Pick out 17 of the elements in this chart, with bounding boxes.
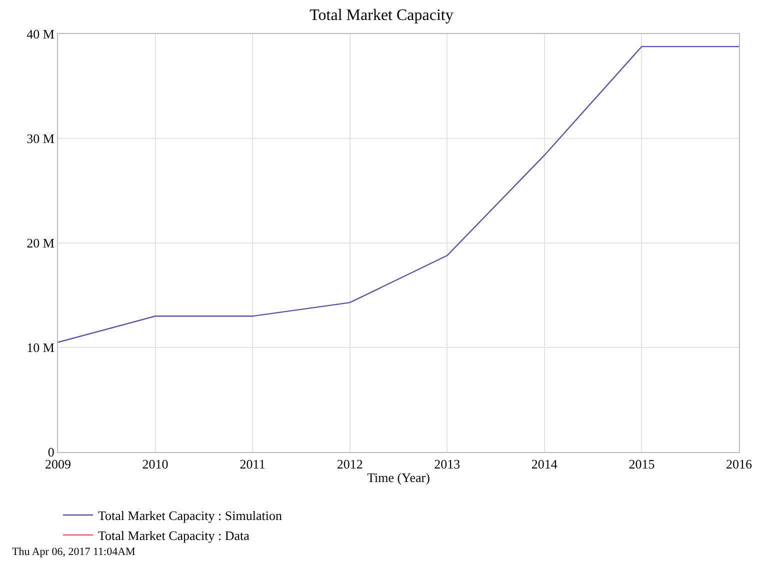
y-tick-label: 20 M: [26, 236, 55, 251]
x-tick-label: 2010: [142, 456, 168, 472]
line-series: [58, 46, 739, 343]
text: Thu Apr 06, 2017 11:04AM: [12, 546, 136, 558]
x-axis-title: Time (Year): [367, 470, 430, 486]
y-tick-label: 40 M: [26, 26, 55, 42]
x-tick-label: 2012: [336, 456, 363, 472]
chart-title: Total Market Capacity: [310, 6, 454, 24]
legend-label: Total Market Capacity : Data: [98, 528, 250, 543]
legend-label: Total Market Capacity : Simulation: [98, 508, 282, 524]
y-tick-label: 30 M: [26, 131, 55, 146]
x-tick-label: 2016: [726, 456, 752, 472]
x-tick-label: 2011: [240, 456, 266, 472]
x-tick-label: 2013: [434, 456, 460, 472]
x-tick-label: 2015: [628, 456, 655, 472]
x-tick-label: 2014: [531, 456, 558, 472]
y-tick-label: 10 M: [26, 340, 55, 356]
